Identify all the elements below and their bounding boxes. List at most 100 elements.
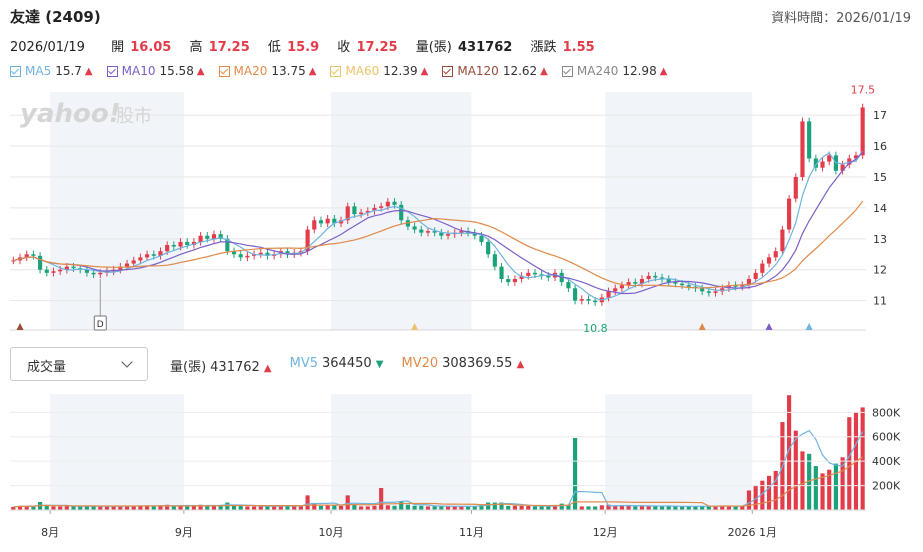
candle-body [532, 272, 538, 275]
volume-bar [519, 505, 524, 510]
ma-name: MA120 [457, 64, 499, 78]
candle-body [847, 158, 852, 165]
watermark-sub: 股市 [116, 106, 152, 127]
volume-bar [265, 505, 270, 510]
volume-bar [218, 505, 223, 510]
volume-bar [787, 395, 792, 510]
indicator-select[interactable]: 成交量 [10, 347, 148, 381]
y-tick-label: 13 [873, 233, 887, 246]
volume-bar [766, 475, 772, 510]
x-tick-label: 11月 [459, 526, 484, 539]
volume-bar [693, 506, 698, 510]
ma-toggle-ma20[interactable]: MA20 13.75 ▲ [218, 64, 316, 78]
checkbox-icon[interactable] [218, 65, 230, 77]
volume-bar [238, 505, 243, 510]
ma-toggle-ma240[interactable]: MA240 12.98 ▲ [561, 64, 667, 78]
checkbox-icon[interactable] [10, 65, 21, 77]
candle-body [566, 282, 571, 289]
y-tick-label: 11 [873, 295, 887, 308]
volume-bar [546, 506, 551, 510]
volume-bar [98, 506, 103, 510]
volume-bar [713, 506, 718, 510]
candle-body [178, 241, 183, 247]
candle-body [11, 260, 16, 262]
checkbox-icon[interactable] [330, 65, 342, 77]
up-triangle-icon: ▲ [196, 65, 205, 77]
ma-toggle-ma120[interactable]: MA120 12.62 ▲ [442, 64, 548, 78]
event-triangle-icon [765, 323, 773, 330]
quote-date: 2026/01/19 [10, 40, 85, 55]
candle-body [666, 279, 671, 283]
volume-bar [104, 506, 110, 510]
volume-bar [753, 485, 758, 510]
chevron-down-icon [121, 356, 133, 368]
quote-row: 2026/01/19 開 16.05 高 17.25 低 15.9 收 17.2… [10, 36, 609, 55]
max-price-label: 17.5 [851, 83, 876, 96]
volume-bar [593, 506, 598, 510]
candle-body [673, 282, 678, 284]
candle-body [158, 251, 163, 256]
candle-body [365, 211, 370, 213]
volume-bar [352, 504, 357, 510]
volume-bar [680, 506, 685, 510]
candle-body [385, 201, 390, 207]
checkbox-icon[interactable] [561, 65, 573, 77]
volume-bar [158, 505, 163, 510]
candle-body [646, 275, 651, 279]
volume-label: 量(張) [415, 40, 452, 55]
volume-bar [566, 504, 571, 510]
volume-bar [740, 506, 745, 510]
volume-bar [840, 457, 845, 510]
x-tick-label: 12月 [593, 526, 618, 539]
candle-body [131, 260, 136, 264]
volume-bar [833, 463, 838, 510]
volume-bar [733, 506, 738, 510]
close-label: 收 [337, 40, 351, 55]
volume-bar [532, 506, 538, 510]
candle-body [733, 285, 738, 287]
volume-bar [84, 505, 89, 510]
candle-body [51, 271, 56, 273]
candle-body [459, 231, 464, 233]
up-triangle-icon: ▲ [540, 65, 548, 77]
volume-legend-value: 364450 [322, 356, 376, 371]
volume-bar [412, 505, 417, 510]
checkbox-icon[interactable] [442, 65, 454, 77]
volume-value: 431762 [458, 40, 513, 55]
ma-name: MA60 [345, 64, 380, 78]
volume-tick-label: 800K [872, 406, 901, 419]
candle-body [165, 245, 170, 252]
x-tick-label: 9月 [175, 526, 193, 539]
candle-body [84, 269, 89, 273]
volume-bar [820, 473, 825, 510]
volume-bar [31, 506, 36, 510]
volume-bar [225, 502, 230, 510]
yahoo-logo: yahoo! [20, 99, 121, 129]
checkbox-icon[interactable] [106, 65, 118, 77]
candle-body [419, 229, 424, 233]
volume-bar [58, 506, 63, 510]
candle-body [285, 251, 290, 255]
volume-bar [579, 506, 584, 510]
ma-value: 12.98 [622, 64, 657, 78]
high-label: 高 [189, 40, 203, 55]
event-triangle-icon [805, 323, 813, 330]
candle-body [853, 155, 859, 159]
down-triangle-icon: ▼ [375, 359, 384, 370]
volume-legend-name: MV5 [289, 356, 319, 371]
min-price-label: 10.8 [583, 322, 608, 335]
candle-body [91, 272, 96, 275]
volume-bar [512, 505, 517, 510]
candle-body [753, 272, 758, 279]
volume-bar [445, 506, 451, 510]
ma-toggle-ma5[interactable]: MA5 15.7 ▲ [10, 64, 93, 78]
volume-bar [673, 506, 678, 510]
ma-toggle-ma60[interactable]: MA60 12.39 ▲ [330, 64, 428, 78]
candle-body [185, 241, 190, 245]
ma-toggle-ma10[interactable]: MA10 15.58 ▲ [106, 64, 205, 78]
candle-body [205, 235, 210, 239]
volume-bar [492, 502, 497, 510]
volume-bar [151, 506, 156, 510]
candle-body [412, 226, 417, 230]
